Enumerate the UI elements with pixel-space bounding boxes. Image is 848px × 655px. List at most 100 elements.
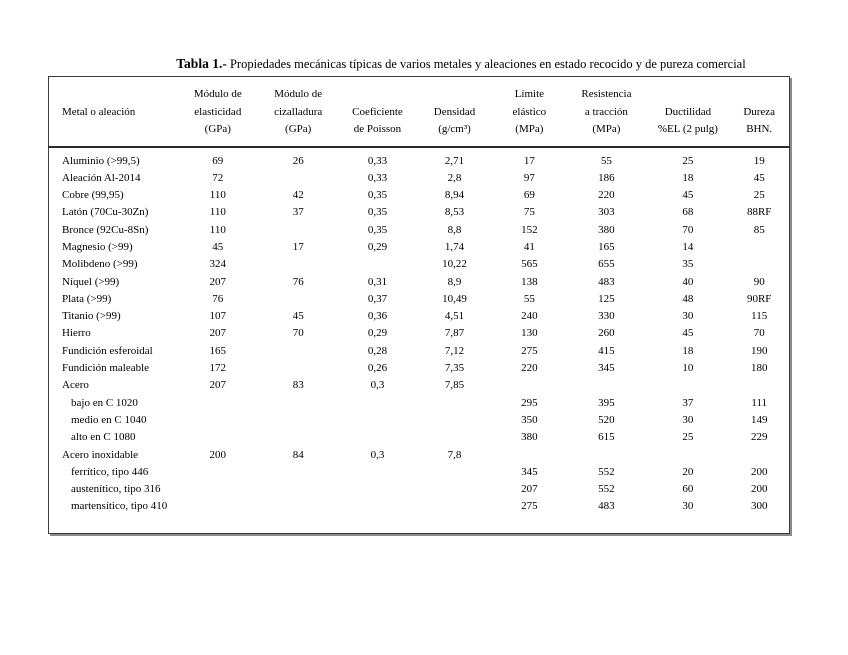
value-cell — [566, 447, 646, 464]
metal-name-cell: Aluminio (>99,5) — [62, 154, 140, 167]
value-cell: 324 — [209, 258, 227, 271]
value-cell: 345 — [598, 362, 615, 375]
metal-name-cell: Cobre (99,95) — [62, 189, 124, 202]
value-cell: 552 — [598, 483, 615, 496]
value-cell: 380 — [598, 223, 615, 236]
value-cell — [492, 377, 566, 394]
column-header-line: Ductilidad — [664, 105, 712, 118]
value-cell — [258, 429, 338, 446]
value-cell: 83 — [292, 379, 304, 392]
value-cell: 69 — [212, 154, 224, 167]
value-cell: 8,53 — [444, 206, 465, 219]
value-cell: 0,3 — [370, 448, 385, 461]
value-cell — [646, 447, 729, 464]
value-cell: 84 — [292, 448, 304, 461]
value-cell: 0,31 — [367, 275, 388, 288]
column-header-line: a tracción — [584, 105, 628, 118]
column-header-line — [49, 121, 177, 139]
value-cell — [338, 464, 417, 481]
value-cell — [417, 464, 493, 481]
value-cell: 85 — [753, 223, 765, 236]
value-cell: 69 — [523, 189, 535, 202]
value-cell: 186 — [598, 171, 615, 184]
metal-name-cell: Magnesio (>99) — [62, 240, 133, 253]
metal-name-cell: Molibdeno (>99) — [62, 258, 138, 271]
column-header-line: de Poisson — [353, 123, 402, 135]
value-cell: 90RF — [746, 292, 772, 305]
value-cell: 60 — [682, 483, 694, 496]
column-header-metal: Metal o aleación — [48, 76, 178, 148]
value-cell: 30 — [682, 413, 694, 426]
column-header-line: elasticidad — [194, 105, 242, 118]
value-cell: 149 — [750, 413, 768, 426]
value-cell: 207 — [209, 327, 227, 340]
metal-name-cell: martensítico, tipo 410 — [71, 500, 168, 513]
value-cell: 275 — [521, 344, 538, 357]
table-row: Níquel (>99) 207 76 0,31 8,9 138 483 40 90 — [49, 274, 790, 291]
column-header-line: cizalladura — [274, 105, 323, 118]
column-header-line: BHN. — [746, 123, 773, 135]
metal-name-cell: Fundición maleable — [62, 362, 150, 375]
value-cell: 7,8 — [447, 448, 462, 461]
table-row: Fundición maleable 172 0,26 7,35 220 345 10 18… — [49, 360, 790, 377]
value-cell: 97 — [523, 171, 535, 184]
table-body: Aluminio (>99,5) 69 26 0,33 2,71 17 55 25 19 Alea… — [49, 147, 790, 534]
value-cell: 115 — [751, 310, 768, 323]
table-row: Latón (70Cu-30Zn) 110 37 0,35 8,53 75 303 68 88R… — [49, 204, 790, 221]
value-cell: 14 — [682, 240, 694, 253]
value-cell: 520 — [598, 413, 615, 426]
value-cell: 25 — [682, 431, 694, 444]
table-row: alto en C 1080 380 615 25 229 — [49, 429, 790, 446]
metal-name-cell: Aleación Al-2014 — [62, 171, 141, 184]
value-cell: 30 — [682, 310, 694, 323]
value-cell: 68 — [682, 206, 694, 219]
value-cell: 300 — [750, 500, 768, 513]
value-cell — [729, 239, 789, 256]
table-row: Acero 207 83 0,3 7,85 — [49, 377, 790, 394]
column-header-cizalladura: Módulo de cizalladura (GPa) — [258, 76, 339, 148]
value-cell: 8,8 — [447, 223, 462, 236]
value-cell — [417, 395, 493, 412]
value-cell: 107 — [209, 310, 227, 323]
value-cell: 0,28 — [367, 344, 388, 357]
value-cell — [338, 498, 417, 515]
table-title-text: Propiedades mecánicas típicas de varios … — [229, 57, 746, 71]
value-cell — [338, 395, 417, 412]
column-header-line — [49, 86, 177, 104]
value-cell — [417, 429, 493, 446]
value-cell: 0,37 — [367, 292, 388, 305]
value-cell: 17 — [292, 240, 304, 253]
metal-name-cell: Níquel (>99) — [62, 275, 120, 288]
column-header-line: (GPa) — [285, 123, 312, 135]
value-cell — [258, 343, 338, 360]
metal-name-cell: Latón (70Cu-30Zn) — [62, 206, 149, 219]
value-cell: 615 — [598, 431, 615, 444]
value-cell: 19 — [753, 154, 765, 167]
value-cell — [566, 377, 646, 394]
value-cell: 70 — [753, 327, 765, 340]
value-cell: 45 — [753, 171, 765, 184]
value-cell: 45 — [292, 310, 304, 323]
value-cell: 1,74 — [444, 240, 465, 253]
value-cell: 70 — [292, 327, 304, 340]
value-cell: 152 — [521, 223, 538, 236]
column-header-line: Coeficiente — [352, 105, 403, 118]
table-row: ferrítico, tipo 446 345 552 20 200 — [49, 464, 790, 481]
value-cell — [258, 464, 338, 481]
table-header-row: Metal o aleación Módulo de elasticidad (GP… — [48, 76, 790, 148]
value-cell: 37 — [682, 396, 694, 409]
value-cell: 260 — [598, 327, 615, 340]
value-cell: 0,35 — [367, 206, 388, 219]
value-cell: 7,12 — [444, 344, 465, 357]
value-cell: 2,71 — [444, 154, 465, 167]
value-cell — [417, 481, 493, 498]
value-cell: 138 — [521, 275, 538, 288]
value-cell: 48 — [682, 292, 694, 305]
metal-name-cell: Bronce (92Cu-8Sn) — [62, 223, 149, 236]
column-header-line: (GPa) — [204, 123, 231, 135]
value-cell: 345 — [521, 465, 538, 478]
value-cell: 295 — [521, 396, 538, 409]
column-header-line — [646, 86, 729, 104]
value-cell — [258, 395, 338, 412]
column-header-line: (MPa) — [515, 123, 544, 135]
